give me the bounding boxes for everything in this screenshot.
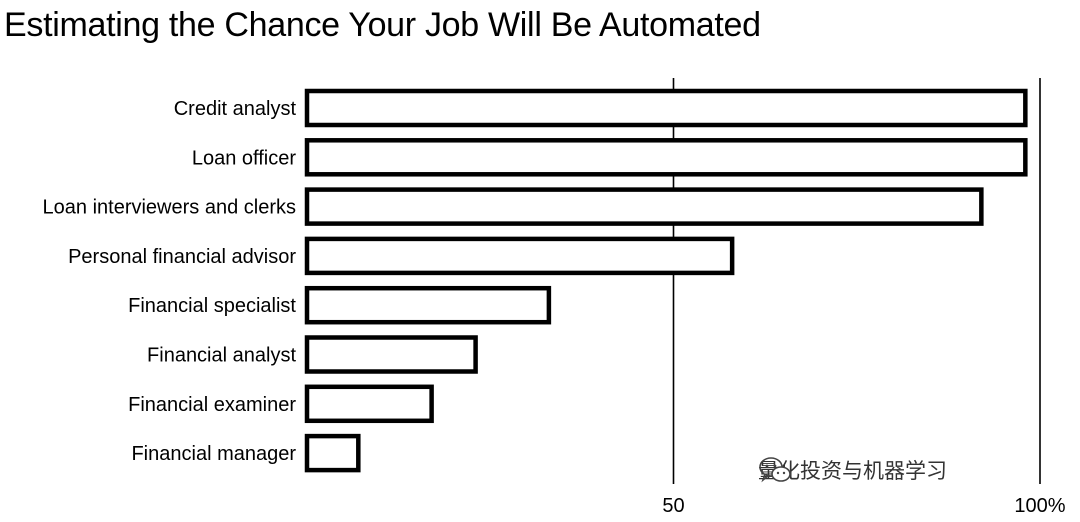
bar — [304, 88, 1028, 128]
category-label: Credit analyst — [174, 98, 297, 120]
bar — [304, 187, 984, 226]
bar — [304, 384, 434, 424]
x-tick-label: 100% — [1014, 495, 1065, 517]
category-label: Financial analyst — [147, 345, 296, 367]
x-tick-label: 50 — [662, 495, 684, 517]
category-label: Financial specialist — [128, 295, 296, 317]
chart-title: Estimating the Chance Your Job Will Be A… — [4, 6, 761, 44]
bar — [304, 285, 552, 325]
bar — [304, 236, 735, 276]
tick-labels: 50 100% — [662, 495, 1065, 517]
bar — [304, 138, 1028, 177]
category-label: Financial manager — [131, 443, 296, 465]
category-label: Personal financial advisor — [68, 246, 296, 268]
category-labels: Credit analyst Loan officer Loan interview… — [43, 98, 297, 465]
category-label: Loan interviewers and clerks — [43, 197, 296, 219]
watermark: 量化投资与机器学习 — [758, 455, 947, 485]
bar — [304, 433, 361, 473]
bars — [304, 88, 1028, 473]
category-label: Financial examiner — [128, 394, 296, 416]
category-label: Loan officer — [192, 147, 296, 169]
bar — [304, 335, 478, 374]
wechat-icon — [759, 457, 791, 483]
